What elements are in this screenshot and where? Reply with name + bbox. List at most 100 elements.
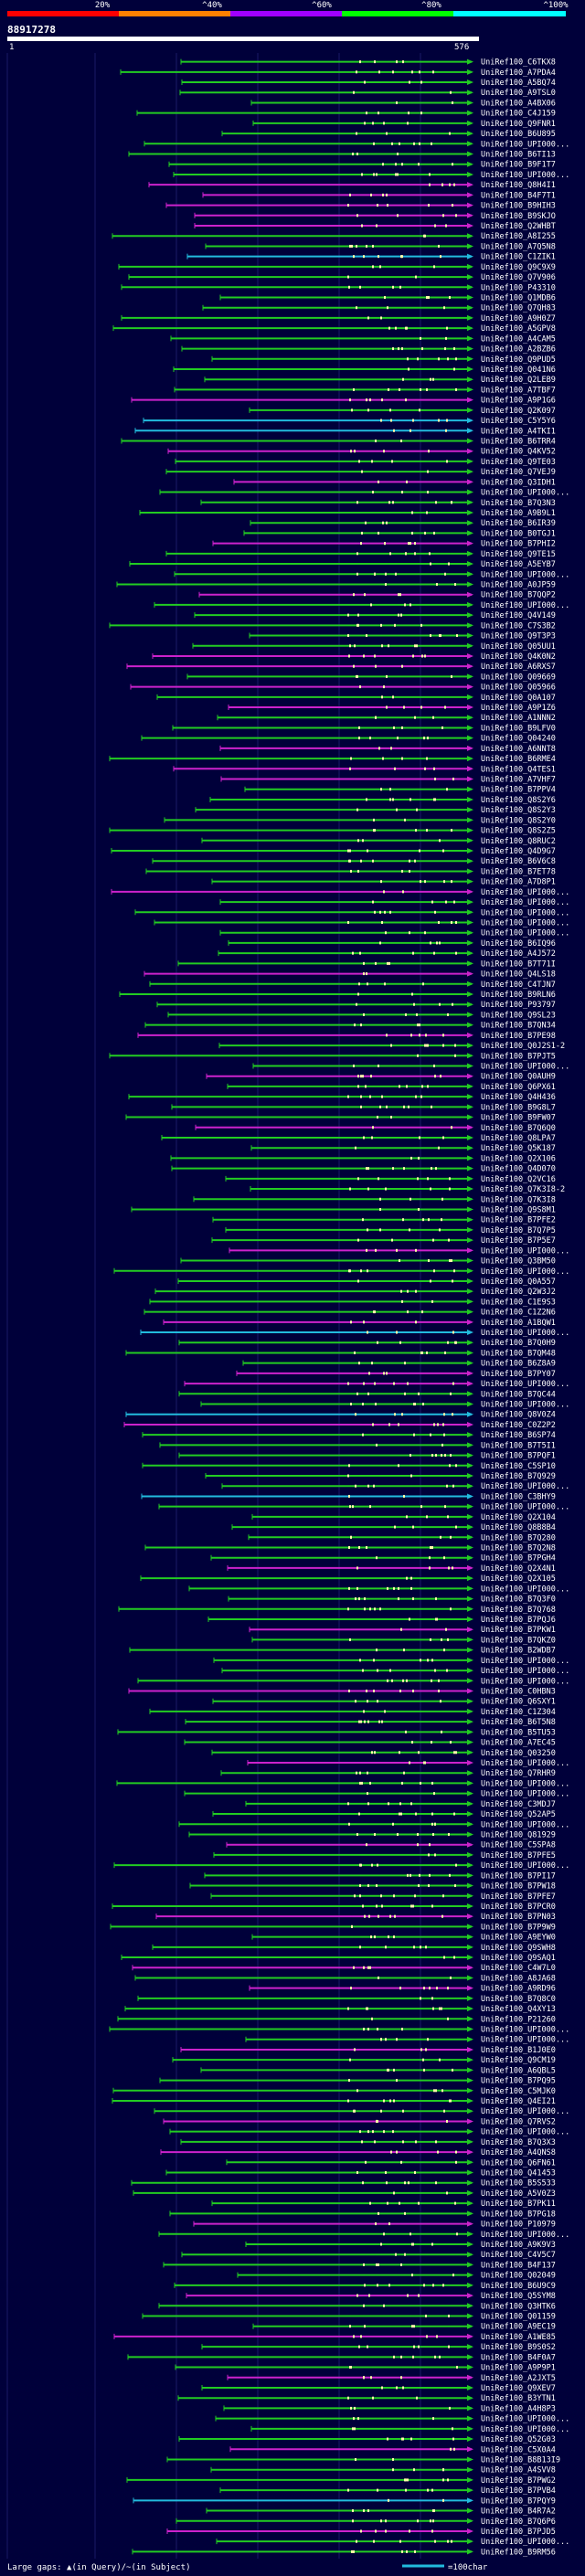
hit-label[interactable]: UniRef100_Q9TE03 bbox=[481, 458, 556, 467]
hit-label[interactable]: UniRef100_Q8H4I1 bbox=[481, 181, 556, 190]
hit-label[interactable]: UniRef100_C0Z2P2 bbox=[481, 1421, 556, 1430]
hit-label[interactable]: UniRef100_C5SPA8 bbox=[481, 1841, 556, 1850]
hit-label[interactable]: UniRef100_Q041N6 bbox=[481, 366, 556, 375]
hit-label[interactable]: UniRef100_UPI000... bbox=[481, 2036, 569, 2045]
hit-label[interactable]: UniRef100_B4F7T1 bbox=[481, 191, 556, 200]
hit-label[interactable]: UniRef100_B7T71I bbox=[481, 959, 556, 969]
hit-label[interactable]: UniRef100_Q2VC16 bbox=[481, 1175, 556, 1184]
hit-label[interactable]: UniRef100_UPI000... bbox=[481, 1062, 569, 1071]
hit-label[interactable]: UniRef100_Q7V906 bbox=[481, 273, 556, 282]
hit-label[interactable]: UniRef100_A9H0Z7 bbox=[481, 314, 556, 323]
hit-label[interactable]: UniRef100_B7PVB4 bbox=[481, 2486, 556, 2496]
hit-label[interactable]: UniRef100_Q4K0N2 bbox=[481, 652, 556, 662]
hit-label[interactable]: UniRef100_Q9C9X9 bbox=[481, 263, 556, 272]
hit-label[interactable]: UniRef100_Q9XEV7 bbox=[481, 2384, 556, 2393]
hit-label[interactable]: UniRef100_B7PG18 bbox=[481, 2210, 556, 2219]
hit-label[interactable]: UniRef100_C4J159 bbox=[481, 110, 556, 119]
hit-label[interactable]: UniRef100_Q6SXY1 bbox=[481, 1698, 556, 1707]
hit-label[interactable]: UniRef100_UPI000... bbox=[481, 1759, 569, 1768]
hit-label[interactable]: UniRef100_UPI000... bbox=[481, 1329, 569, 1338]
hit-label[interactable]: UniRef100_B7PCR0 bbox=[481, 1903, 556, 1912]
hit-label[interactable]: UniRef100_UPI000... bbox=[481, 908, 569, 917]
hit-label[interactable]: UniRef100_B9G8L7 bbox=[481, 1103, 556, 1112]
hit-label[interactable]: UniRef100_Q52AP5 bbox=[481, 1810, 556, 1819]
hit-label[interactable]: UniRef100_A9P1Z6 bbox=[481, 704, 556, 713]
hit-label[interactable]: UniRef100_C4W7L0 bbox=[481, 1964, 556, 1973]
hit-label[interactable]: UniRef100_Q9SWH8 bbox=[481, 1944, 556, 1953]
hit-label[interactable]: UniRef100_Q2X105 bbox=[481, 1574, 556, 1584]
hit-label[interactable]: UniRef100_UPI000... bbox=[481, 2231, 569, 2240]
hit-label[interactable]: UniRef100_A5BQ74 bbox=[481, 79, 556, 88]
hit-label[interactable]: UniRef100_B7QN34 bbox=[481, 1022, 556, 1031]
hit-label[interactable]: UniRef100_B7PJD5 bbox=[481, 2528, 556, 2537]
hit-label[interactable]: UniRef100_Q4V149 bbox=[481, 611, 556, 620]
hit-label[interactable]: UniRef100_UPI000... bbox=[481, 1861, 569, 1871]
hit-label[interactable]: UniRef100_A9TSL0 bbox=[481, 89, 556, 98]
hit-label[interactable]: UniRef100_A4QNS8 bbox=[481, 2148, 556, 2157]
hit-label[interactable]: UniRef100_UPI000... bbox=[481, 1820, 569, 1829]
hit-label[interactable]: UniRef100_C4V5C7 bbox=[481, 2251, 556, 2260]
hit-label[interactable]: UniRef100_B9S0S2 bbox=[481, 2343, 556, 2352]
hit-label[interactable]: UniRef100_A1WE85 bbox=[481, 2333, 556, 2342]
hit-label[interactable]: UniRef100_Q4D9G7 bbox=[481, 847, 556, 856]
hit-label[interactable]: UniRef100_UPI000... bbox=[481, 2128, 569, 2137]
hit-label[interactable]: UniRef100_B7QC44 bbox=[481, 1390, 556, 1399]
hit-label[interactable]: UniRef100_A6NNT8 bbox=[481, 745, 556, 754]
hit-label[interactable]: UniRef100_UPI000... bbox=[481, 1790, 569, 1799]
hit-label[interactable]: UniRef100_C3BHY9 bbox=[481, 1492, 556, 1501]
hit-label[interactable]: UniRef100_A1NNN2 bbox=[481, 714, 556, 723]
hit-label[interactable]: UniRef100_Q9T3P3 bbox=[481, 632, 556, 641]
hit-label[interactable]: UniRef100_A2JXT5 bbox=[481, 2374, 556, 2383]
hit-label[interactable]: UniRef100_B9HIH3 bbox=[481, 202, 556, 211]
hit-label[interactable]: UniRef100_Q9CM19 bbox=[481, 2056, 556, 2065]
hit-label[interactable]: UniRef100_Q8S2Y3 bbox=[481, 806, 556, 815]
hit-label[interactable]: UniRef100_Q7K3I8-2 bbox=[481, 1185, 565, 1194]
hit-label[interactable]: UniRef100_Q4H436 bbox=[481, 1093, 556, 1102]
hit-label[interactable]: UniRef100_B7Q0H9 bbox=[481, 1339, 556, 1348]
hit-label[interactable]: UniRef100_B2WDB7 bbox=[481, 1647, 556, 1656]
hit-label[interactable]: UniRef100_B7PFE7 bbox=[481, 1892, 556, 1902]
hit-label[interactable]: UniRef100_C1E9S3 bbox=[481, 1298, 556, 1307]
hit-label[interactable]: UniRef100_UPI000... bbox=[481, 1246, 569, 1256]
hit-label[interactable]: UniRef100_B7PQY9 bbox=[481, 2496, 556, 2506]
hit-label[interactable]: UniRef100_C5SP10 bbox=[481, 1462, 556, 1471]
hit-label[interactable]: UniRef100_A5V0Z3 bbox=[481, 2189, 556, 2199]
hit-label[interactable]: UniRef100_Q41453 bbox=[481, 2169, 556, 2178]
hit-label[interactable]: UniRef100_B1J0E0 bbox=[481, 2046, 556, 2055]
hit-label[interactable]: UniRef100_A7VHF7 bbox=[481, 776, 556, 785]
hit-label[interactable]: UniRef100_B9RM56 bbox=[481, 2548, 556, 2557]
hit-label[interactable]: UniRef100_B7PQ95 bbox=[481, 2077, 556, 2086]
hit-label[interactable]: UniRef100_B7Q2N8 bbox=[481, 1544, 556, 1553]
hit-label[interactable]: UniRef100_P43310 bbox=[481, 283, 556, 292]
hit-label[interactable]: UniRef100_Q9PUD5 bbox=[481, 355, 556, 365]
hit-label[interactable]: UniRef100_A4TKI1 bbox=[481, 427, 556, 436]
hit-label[interactable]: UniRef100_B6U895 bbox=[481, 130, 556, 139]
hit-label[interactable]: UniRef100_Q5SYM8 bbox=[481, 2292, 556, 2301]
hit-label[interactable]: UniRef100_Q8V0Z4 bbox=[481, 1411, 556, 1420]
hit-label[interactable]: UniRef100_B7Q3N3 bbox=[481, 499, 556, 508]
hit-label[interactable]: UniRef100_Q9SL23 bbox=[481, 1011, 556, 1020]
hit-label[interactable]: UniRef100_B7PQJ6 bbox=[481, 1616, 556, 1625]
hit-label[interactable]: UniRef100_Q8B8B4 bbox=[481, 1523, 556, 1532]
hit-label[interactable]: UniRef100_Q0A107 bbox=[481, 694, 556, 703]
hit-label[interactable]: UniRef100_P93797 bbox=[481, 1001, 556, 1010]
hit-label[interactable]: UniRef100_Q4D070 bbox=[481, 1165, 556, 1174]
hit-label[interactable]: UniRef100_A4J572 bbox=[481, 949, 556, 959]
hit-label[interactable]: UniRef100_Q2X4N1 bbox=[481, 1564, 556, 1574]
hit-label[interactable]: UniRef100_UPI000... bbox=[481, 929, 569, 938]
hit-label[interactable]: UniRef100_Q2W3J2 bbox=[481, 1288, 556, 1297]
hit-label[interactable]: UniRef100_A9RD96 bbox=[481, 1985, 556, 1994]
hit-label[interactable]: UniRef100_B6RME4 bbox=[481, 755, 556, 764]
hit-label[interactable]: UniRef100_UPI000... bbox=[481, 2026, 569, 2035]
hit-label[interactable]: UniRef100_B6TRR4 bbox=[481, 437, 556, 446]
hit-label[interactable]: UniRef100_B6U9C9 bbox=[481, 2282, 556, 2291]
hit-label[interactable]: UniRef100_Q05UU1 bbox=[481, 642, 556, 652]
hit-label[interactable]: UniRef100_Q04240 bbox=[481, 735, 556, 744]
hit-label[interactable]: UniRef100_UPI000... bbox=[481, 888, 569, 897]
hit-label[interactable]: UniRef100_UPI000... bbox=[481, 2538, 569, 2547]
hit-label[interactable]: UniRef100_B7PKW1 bbox=[481, 1626, 556, 1635]
hit-label[interactable]: UniRef100_B7Q6Q0 bbox=[481, 1124, 556, 1133]
hit-label[interactable]: UniRef100_A7Q5N8 bbox=[481, 242, 556, 251]
hit-label[interactable]: UniRef100_Q7RHR9 bbox=[481, 1769, 556, 1778]
hit-label[interactable]: UniRef100_Q4TES1 bbox=[481, 765, 556, 774]
